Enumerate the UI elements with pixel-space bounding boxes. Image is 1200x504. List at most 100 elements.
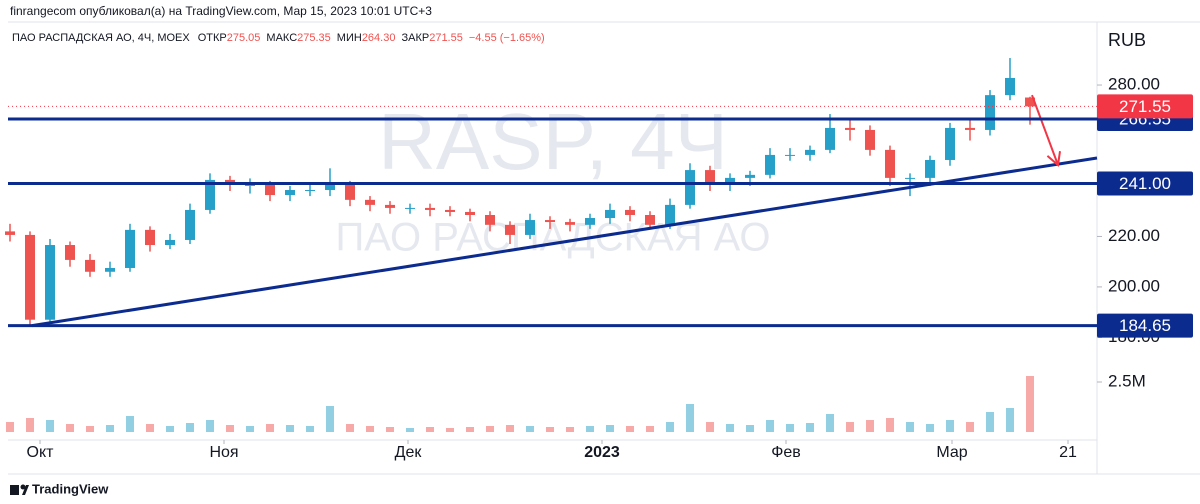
candle-body xyxy=(645,214,655,225)
volume-bar xyxy=(666,422,674,432)
currency-label: RUB xyxy=(1108,30,1146,50)
volume-bar xyxy=(446,428,454,432)
candle-body xyxy=(65,245,75,260)
volume-bar xyxy=(266,424,274,432)
volume-bar xyxy=(286,425,294,432)
candle-body xyxy=(445,209,455,212)
candle-body xyxy=(145,229,155,246)
volume-bar xyxy=(686,404,694,432)
candle-body xyxy=(705,170,715,185)
candle-body xyxy=(825,127,835,150)
candle-body xyxy=(545,220,555,223)
volume-bar xyxy=(206,420,214,432)
volume-bar xyxy=(1026,376,1034,432)
volume-bar xyxy=(106,425,114,432)
candle-body xyxy=(1005,77,1015,96)
candle-body xyxy=(745,174,755,178)
last-price-label: 271.55 xyxy=(1119,97,1171,116)
footer-brand: TradingView xyxy=(32,481,109,496)
candle-body xyxy=(1025,97,1035,107)
candle-body xyxy=(45,245,55,320)
candle-body xyxy=(325,184,335,191)
level-label: 184.65 xyxy=(1119,316,1171,335)
candle-body xyxy=(165,239,175,246)
candle-body xyxy=(785,154,795,156)
volume-bar xyxy=(326,406,334,432)
stat-value: 271.55 xyxy=(429,32,463,44)
candle-body xyxy=(465,211,475,215)
volume-bar xyxy=(866,420,874,432)
candle-body xyxy=(385,204,395,208)
volume-bar xyxy=(146,424,154,432)
candle-body xyxy=(505,224,515,235)
volume-bar xyxy=(926,424,934,432)
candle-body xyxy=(965,127,975,130)
volume-bar xyxy=(966,422,974,432)
volume-bar xyxy=(1006,408,1014,432)
candle-body xyxy=(925,159,935,178)
volume-bar xyxy=(906,422,914,432)
volume-bar xyxy=(166,426,174,432)
candle-body xyxy=(625,209,635,215)
volume-bar xyxy=(386,427,394,432)
candle-body xyxy=(25,234,35,320)
candle-body xyxy=(425,207,435,210)
volume-tick-label: 2.5M xyxy=(1108,371,1146,390)
candle-body xyxy=(205,179,215,210)
price-change: −4.55 (−1.65%) xyxy=(469,32,545,44)
arrow xyxy=(1031,94,1061,167)
candle-body xyxy=(485,214,495,225)
volume-bar xyxy=(646,426,654,432)
volume-bar xyxy=(486,426,494,432)
candle-body xyxy=(265,184,275,196)
volume-bar xyxy=(406,428,414,432)
stat-name: МАКС xyxy=(266,32,297,44)
candle-body xyxy=(105,267,115,272)
volume-bar xyxy=(706,422,714,432)
candle-body xyxy=(525,220,535,235)
volume-bar xyxy=(306,426,314,432)
level-label-box xyxy=(1097,171,1193,196)
candle-body xyxy=(905,177,915,179)
candle-body xyxy=(605,209,615,219)
volume-bar xyxy=(886,418,894,432)
candle-body xyxy=(125,229,135,268)
watermark-subtitle: ПАО РАСПАДСКАЯ АО xyxy=(335,216,770,260)
volume-bar xyxy=(6,422,14,432)
volume-bar xyxy=(466,427,474,432)
level-label: 241.00 xyxy=(1119,174,1171,193)
candle-body xyxy=(405,207,415,209)
stat-name: МИН xyxy=(337,32,362,44)
stat-value: 275.05 xyxy=(227,32,261,44)
trendline xyxy=(31,156,1098,328)
stat-name: ОТКР xyxy=(198,32,227,44)
x-tick-label: Мар xyxy=(936,444,967,461)
volume-bar xyxy=(786,424,794,432)
x-tick-label: Окт xyxy=(27,444,55,461)
candle-body xyxy=(945,127,955,160)
stat-value: 264.30 xyxy=(362,32,396,44)
y-tick-label: 200.00 xyxy=(1108,276,1160,295)
volume-bar xyxy=(86,426,94,432)
volume-bar xyxy=(246,426,254,432)
symbol-title: ПАО РАСПАДСКАЯ АО, 4Ч, MOEX xyxy=(12,32,190,44)
x-tick-label: Дек xyxy=(395,444,423,461)
level-label-box xyxy=(1097,313,1193,338)
volume-bar xyxy=(986,412,994,432)
candle-body xyxy=(345,184,355,200)
x-tick-label: 21 xyxy=(1059,444,1077,461)
last-price-box xyxy=(1097,94,1193,119)
volume-bar xyxy=(766,420,774,432)
stat-name: ЗАКР xyxy=(401,32,429,44)
watermark: RASP, 4Ч xyxy=(378,97,728,186)
x-tick-label: Ноя xyxy=(209,444,238,461)
candle-body xyxy=(585,218,595,225)
candle-body xyxy=(5,231,15,235)
candle-body xyxy=(725,177,735,185)
candle-body xyxy=(305,190,315,192)
volume-bar xyxy=(186,423,194,432)
symbol-line: ПАО РАСПАДСКАЯ АО, 4Ч, MOEX ОТКР275.05 МАК… xyxy=(12,32,545,44)
